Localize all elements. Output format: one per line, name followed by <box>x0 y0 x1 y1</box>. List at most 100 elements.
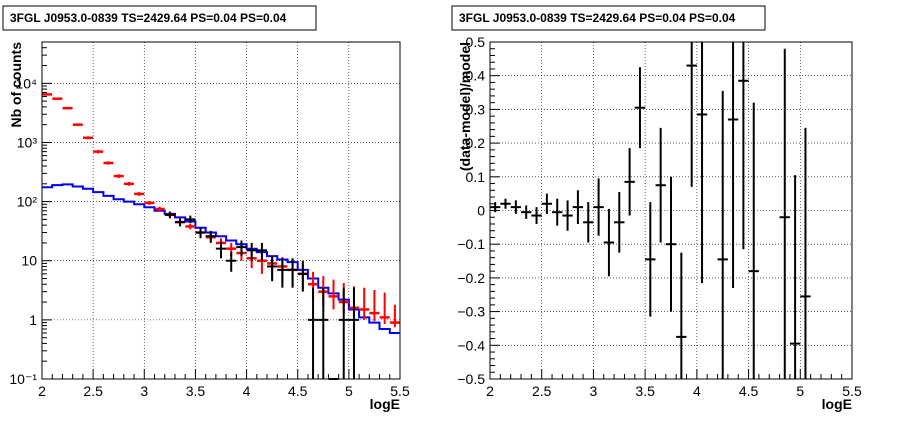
red-data-point <box>52 97 63 100</box>
counts-x-tick-label: 5.5 <box>390 383 410 399</box>
residual-point <box>531 207 542 224</box>
residual-point <box>510 200 522 214</box>
residual-point <box>738 42 749 250</box>
counts-marks <box>42 93 400 380</box>
data-point <box>174 218 186 227</box>
counts-x-tick-label: 5 <box>345 383 353 399</box>
residual-point <box>521 205 532 219</box>
residual-point <box>655 127 666 243</box>
residual-x-tick-label: 2.5 <box>532 383 552 399</box>
counts-y-tick-labels: 10⁻¹ 1 10 10² 10³ 10⁴ <box>9 75 37 387</box>
residual-point <box>665 176 677 312</box>
red-data-point <box>359 287 370 320</box>
data-point <box>256 242 268 261</box>
red-data-point <box>103 161 114 165</box>
residual-point <box>686 42 697 187</box>
counts-x-tick-label: 2 <box>38 383 46 399</box>
residual-point <box>624 148 635 216</box>
residual-title: 3FGL J0953.0-0839 TS=2429.64 PS=0.04 PS=… <box>459 11 736 25</box>
red-data-point <box>328 279 339 310</box>
data-point <box>215 241 227 259</box>
residual-point <box>727 42 739 289</box>
residual-y-tick-labels: −0.5 −0.4 −0.3 −0.2 −0.1 0 0.1 0.2 0.3 0.4 0.5 <box>457 34 485 387</box>
residual-point <box>593 178 604 236</box>
residual-point <box>779 48 790 379</box>
counts-y-tick-label: 10⁴ <box>15 75 37 91</box>
red-data-point <box>42 93 53 96</box>
data-point <box>205 230 216 243</box>
residual-point <box>541 193 553 214</box>
residual-x-tick-label: 3 <box>590 383 598 399</box>
residual-y-tick-label: −0.2 <box>457 270 485 286</box>
residual-x-tick-label: 3.5 <box>635 383 655 399</box>
residual-point <box>645 202 656 317</box>
red-data-point <box>144 201 155 205</box>
residual-x-tick-label: 5.5 <box>842 383 862 399</box>
residual-point <box>717 90 728 379</box>
data-point <box>185 215 196 224</box>
counts-x-tick-label: 4.5 <box>288 383 308 399</box>
red-data-point <box>93 149 104 154</box>
counts-y-tick-label: 10⁻¹ <box>9 371 37 387</box>
counts-panel: 3FGL J0953.0-0839 TS=2429.64 PS=0.04 PS=… <box>2 5 410 412</box>
residual-y-tick-label: −0.3 <box>457 304 485 320</box>
counts-grid <box>42 42 400 379</box>
red-data-point <box>389 304 400 328</box>
counts-x-axis-label: logE <box>370 396 400 412</box>
residual-y-axis-label: (data-model)/model <box>457 42 473 171</box>
residual-y-tick-label: 0.1 <box>466 169 486 185</box>
residual-x-tick-label: 2 <box>486 383 494 399</box>
residual-point <box>614 191 625 253</box>
data-point <box>236 240 247 257</box>
residual-x-tick-label: 4 <box>693 383 701 399</box>
counts-x-tick-label: 2.5 <box>83 383 103 399</box>
residual-y-tick-label: 0.2 <box>466 135 486 151</box>
residual-y-tick-label: 0.3 <box>466 101 486 117</box>
counts-y-tick-label: 1 <box>29 312 37 328</box>
residual-point <box>800 127 811 379</box>
counts-x-tick-label: 4 <box>243 383 251 399</box>
residual-x-tick-labels: 2 2.5 3 3.5 4 4.5 5 5.5 <box>486 383 862 399</box>
residual-y-tick-label: −0.4 <box>457 337 485 353</box>
red-data-point <box>185 223 196 230</box>
counts-y-axis-label: Nb of counts <box>8 42 24 128</box>
residual-x-axis-label: logE <box>822 396 852 412</box>
counts-x-tick-label: 3 <box>140 383 148 399</box>
residual-point <box>562 200 573 231</box>
data-point <box>164 211 175 219</box>
residual-point <box>583 202 594 243</box>
data-point <box>267 256 278 282</box>
counts-title: 3FGL J0953.0-0839 TS=2429.64 PS=0.04 PS=… <box>10 11 287 25</box>
red-data-point <box>379 292 390 325</box>
residual-point <box>634 67 646 149</box>
residual-title-box <box>451 5 766 31</box>
counts-x-tick-labels: 2 2.5 3 3.5 4 4.5 5 5.5 <box>38 383 410 399</box>
data-point <box>297 260 308 292</box>
residual-point <box>748 102 759 379</box>
data-point <box>338 287 349 379</box>
red-data-point <box>134 192 145 196</box>
residual-point <box>500 198 511 209</box>
residual-point <box>572 190 584 224</box>
residual-y-tick-label: 0.4 <box>466 68 486 84</box>
data-point <box>246 242 257 261</box>
red-data-point <box>72 123 83 126</box>
red-data-point <box>123 181 134 186</box>
residual-y-tick-label: −0.5 <box>457 371 485 387</box>
data-point <box>226 252 237 272</box>
residual-point <box>552 198 563 226</box>
residual-y-tick-label: −0.1 <box>457 236 485 252</box>
data-point <box>307 287 319 379</box>
red-data-point <box>154 206 165 212</box>
data-point <box>277 258 288 288</box>
residual-point <box>696 42 708 283</box>
residual-marks <box>490 42 811 379</box>
residual-y-tick-label: 0.5 <box>466 34 486 50</box>
counts-title-box <box>2 5 317 31</box>
residual-x-tick-label: 4.5 <box>739 383 759 399</box>
counts-y-tick-label: 10³ <box>17 134 38 150</box>
counts-y-tick-label: 10 <box>21 253 37 269</box>
counts-x-tick-label: 3.5 <box>186 383 206 399</box>
counts-y-tick-label: 10² <box>17 194 38 210</box>
